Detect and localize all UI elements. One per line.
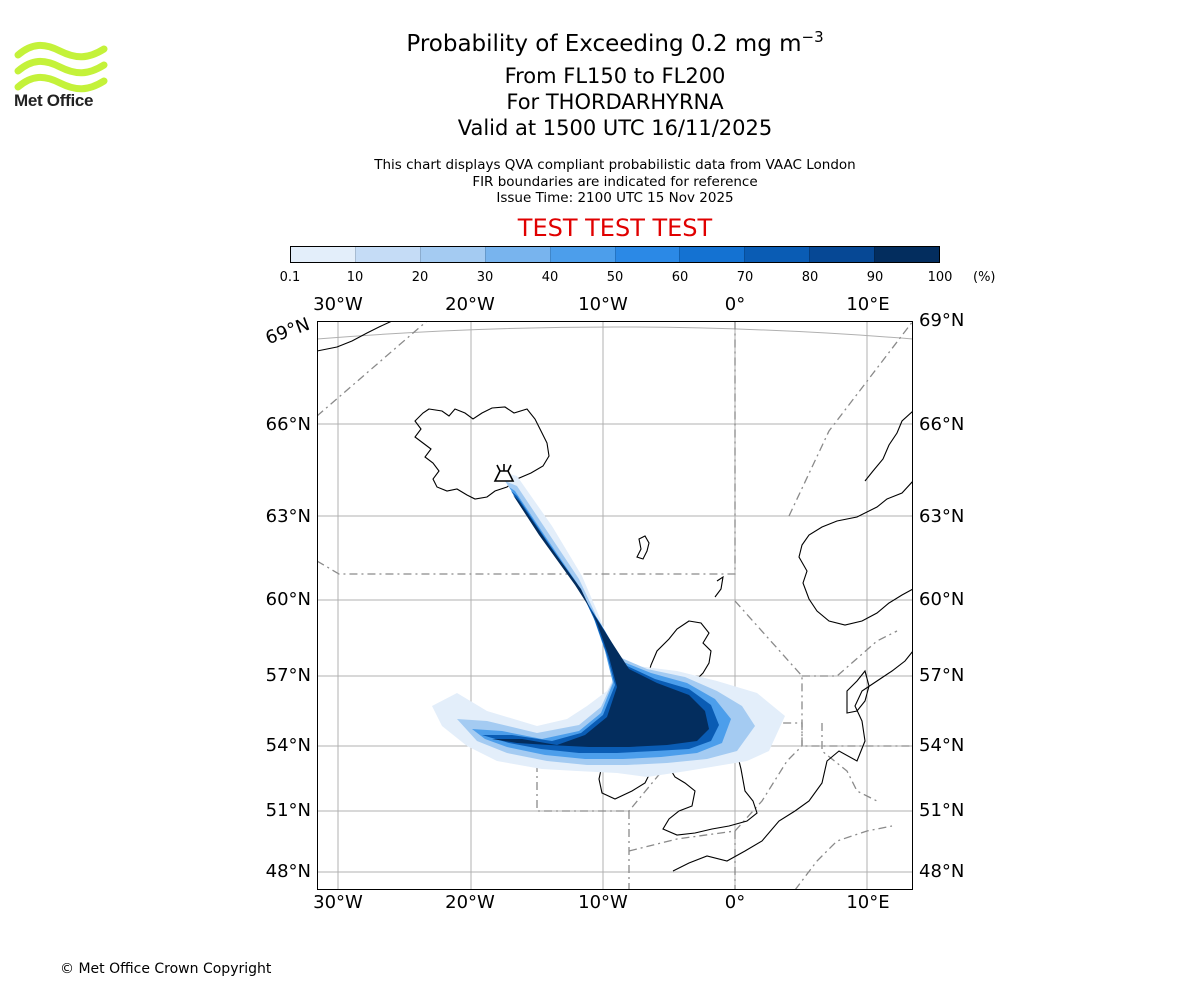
colorbar-swatch	[419, 247, 485, 262]
lat-label-right: 66°N	[919, 414, 965, 435]
colorbar-tick-label: 80	[801, 270, 819, 285]
colorbar-swatch	[809, 247, 875, 262]
info-line-2: FIR boundaries are indicated for referen…	[472, 173, 758, 190]
colorbar-swatch	[679, 247, 745, 262]
colorbar-unit: (%)	[973, 270, 996, 285]
lat-label-right: 51°N	[919, 800, 965, 821]
colorbar-swatch	[484, 247, 550, 262]
lat-label-right: 57°N	[919, 665, 965, 686]
volcano-icon	[493, 464, 515, 482]
colorbar-swatch	[354, 247, 420, 262]
colorbar-tick-label: 90	[866, 270, 884, 285]
chart-info: This chart displays QVA compliant probab…	[315, 157, 915, 207]
lat-label-left: 60°N	[265, 589, 311, 610]
lon-label-top: 0°	[724, 294, 746, 315]
colorbar-tick-label: 0.1	[279, 270, 301, 285]
probability-colorbar	[290, 246, 940, 263]
lon-label-top: 30°W	[313, 294, 363, 315]
fir-boundaries	[317, 321, 913, 890]
flight-level-range: From FL150 to FL200	[504, 64, 726, 88]
lon-label-bottom: 0°	[724, 892, 746, 913]
chart-title: Probability of Exceeding 0.2 mg m−3	[406, 28, 824, 57]
copyright-notice: © Met Office Crown Copyright	[60, 961, 272, 977]
colorbar-swatch	[291, 247, 355, 262]
lat-label-left: 54°N	[265, 735, 311, 756]
lon-label-bottom: 20°W	[445, 892, 495, 913]
lat-label-right: 54°N	[919, 735, 965, 756]
ash-plume	[432, 471, 785, 777]
lat-label-left: 57°N	[265, 665, 311, 686]
colorbar-tick-label: 30	[476, 270, 494, 285]
lat-label-left: 66°N	[265, 414, 311, 435]
lon-label-bottom: 10°W	[578, 892, 628, 913]
colorbar-tick-label: 20	[411, 270, 429, 285]
colorbar-swatch	[874, 247, 940, 262]
lat-label-left: 48°N	[265, 861, 311, 882]
valid-time: Valid at 1500 UTC 16/11/2025	[457, 116, 773, 140]
test-banner: TEST TEST TEST	[517, 214, 713, 242]
colorbar-tick-label: 60	[671, 270, 689, 285]
colorbar-tick-label: 10	[346, 270, 364, 285]
colorbar-swatch	[614, 247, 680, 262]
volcano-name: For THORDARHYRNA	[506, 90, 724, 114]
info-line-3: Issue Time: 2100 UTC 15 Nov 2025	[496, 190, 734, 206]
ash-map	[317, 321, 913, 890]
colorbar-tick-label: 40	[541, 270, 559, 285]
lon-label-top: 10°W	[578, 294, 628, 315]
lat-label-left: 63°N	[265, 506, 311, 527]
info-line-1: This chart displays QVA compliant probab…	[374, 157, 856, 173]
lon-label-bottom: 30°W	[313, 892, 363, 913]
lat-label-left: 69°N	[262, 313, 313, 350]
lon-label-top: 10°E	[846, 294, 890, 315]
colorbar-swatch	[549, 247, 615, 262]
logo-text: Met Office	[14, 91, 94, 110]
lat-label-right: 63°N	[919, 506, 965, 527]
lon-label-bottom: 10°E	[846, 892, 890, 913]
map-frame	[317, 321, 913, 890]
colorbar-tick-label: 100	[927, 270, 953, 285]
colorbar-swatch	[744, 247, 810, 262]
lat-label-right: 69°N	[919, 310, 965, 331]
lat-label-right: 48°N	[919, 861, 965, 882]
lat-label-left: 51°N	[265, 800, 311, 821]
lon-label-top: 20°W	[445, 294, 495, 315]
lat-label-right: 60°N	[919, 589, 965, 610]
colorbar-tick-label: 50	[606, 270, 624, 285]
chart-subtitle: From FL150 to FL200 For THORDARHYRNA Val…	[315, 63, 915, 141]
colorbar-tick-label: 70	[736, 270, 754, 285]
met-office-logo-icon	[14, 42, 108, 93]
